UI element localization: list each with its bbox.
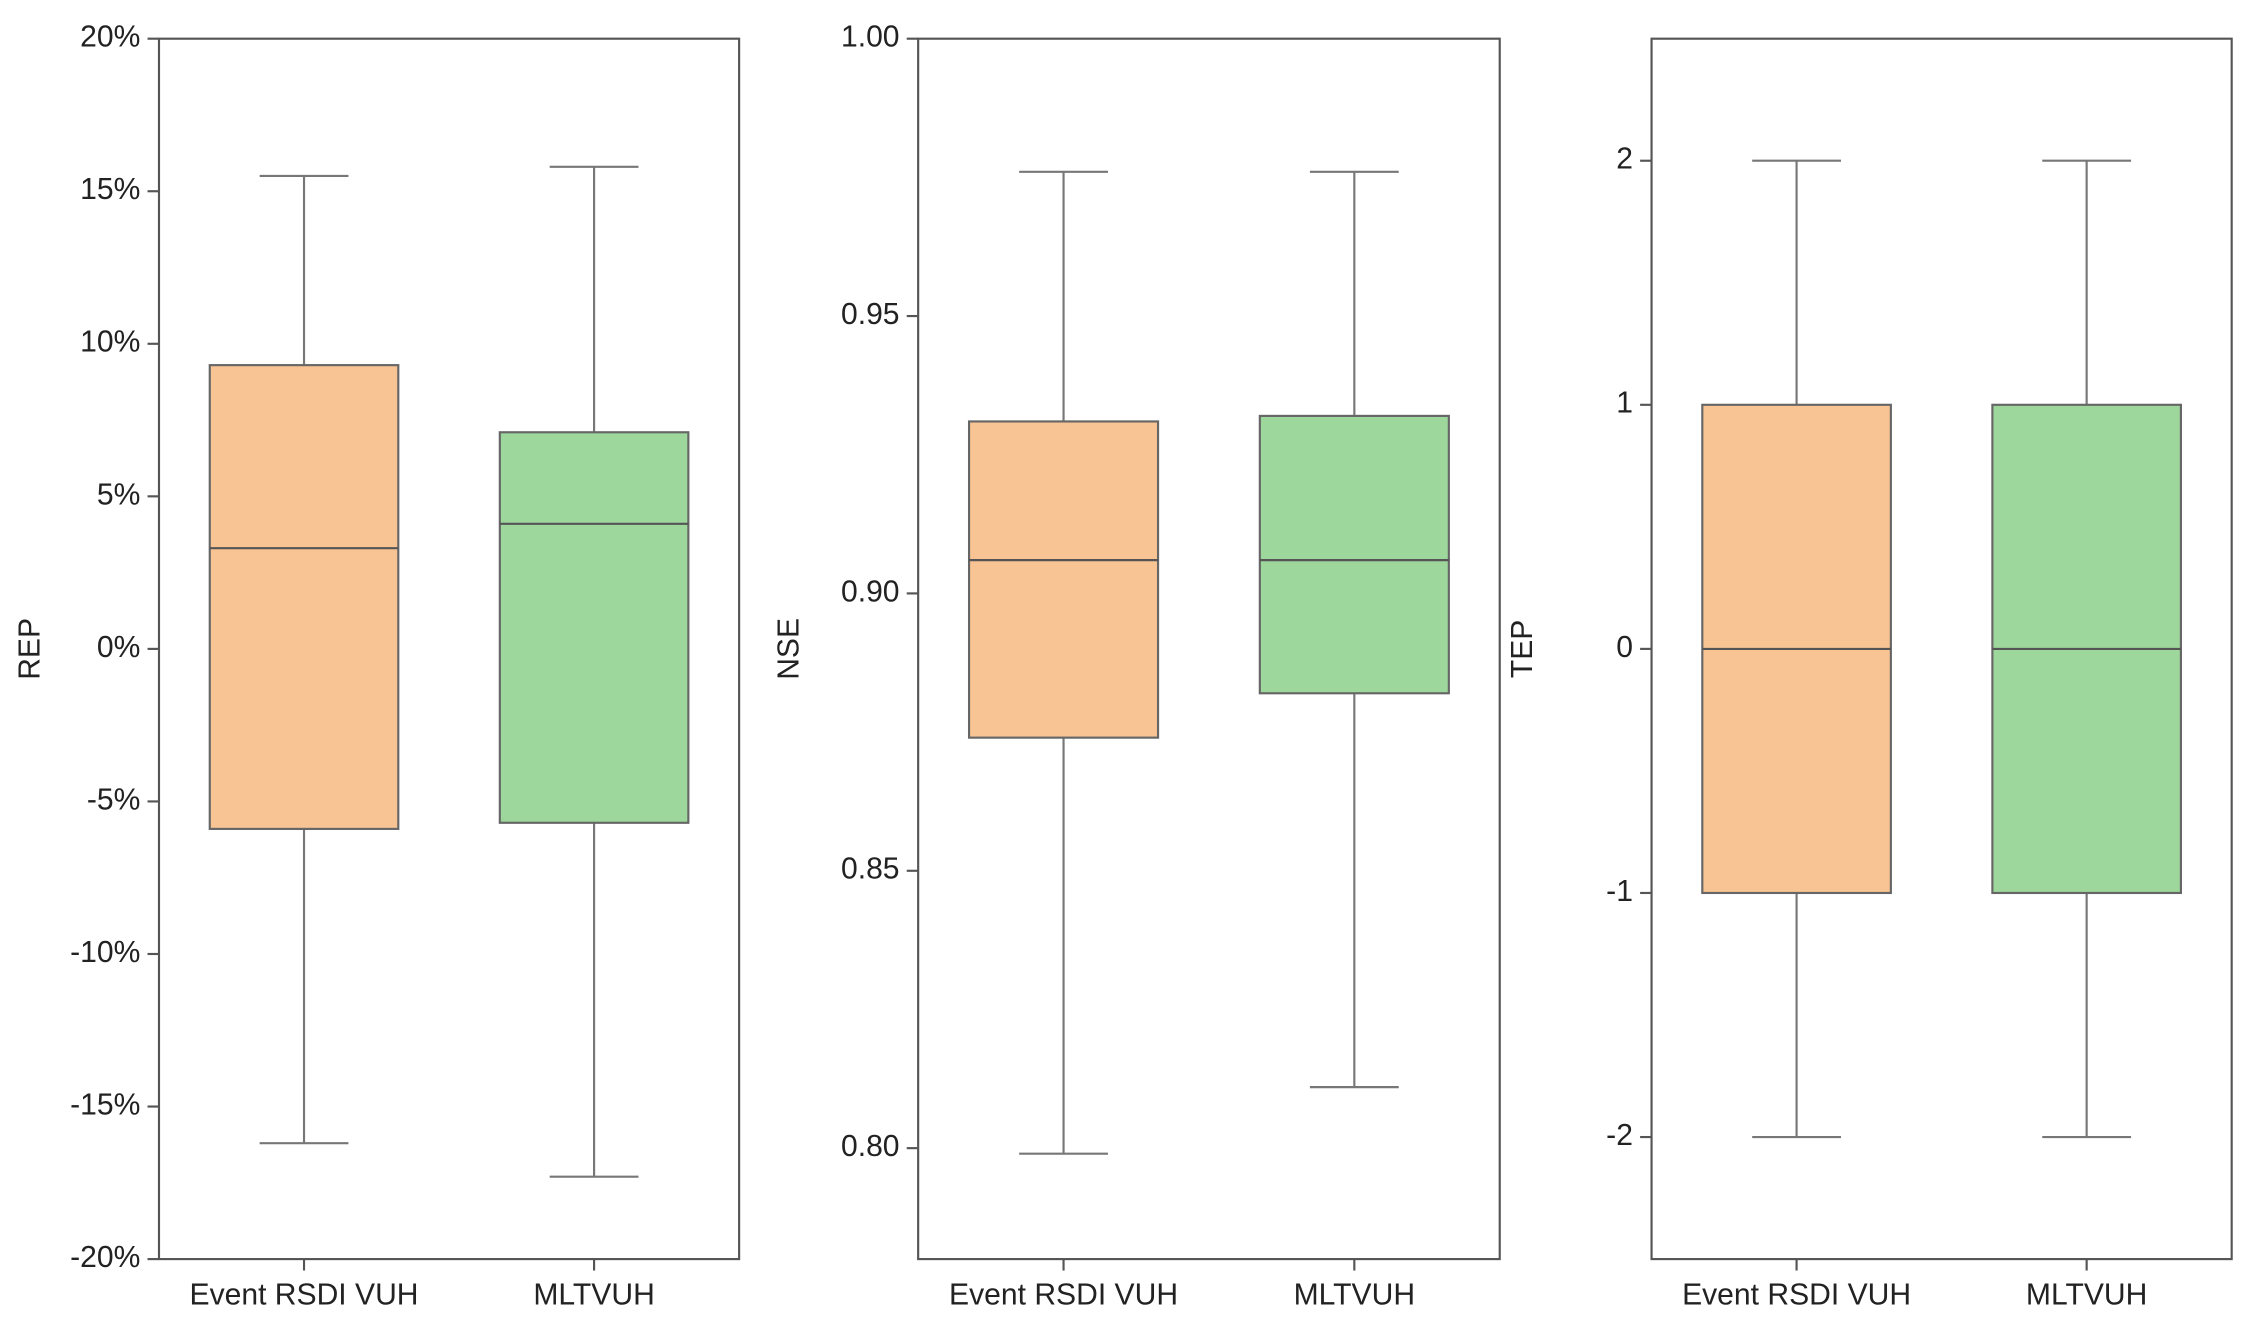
y-tick-label: 5%: [97, 478, 140, 511]
y-tick-label: 20%: [80, 21, 140, 54]
y-axis-label: NSE: [773, 618, 806, 680]
y-tick-label: 2: [1616, 143, 1633, 176]
box: [967, 420, 1160, 739]
y-tick-label: 0.95: [841, 298, 900, 331]
y-tick-label: 0.90: [841, 575, 900, 608]
box: [208, 364, 400, 830]
x-tick-label: MLTVUH: [533, 1278, 654, 1311]
y-tick-label: 1: [1616, 387, 1633, 420]
y-tick-label: 0: [1616, 631, 1633, 664]
x-tick-label: MLTVUH: [2026, 1278, 2147, 1311]
y-tick-label: -15%: [70, 1088, 140, 1121]
y-tick-label: 0.85: [841, 853, 900, 886]
x-tick-label: Event RSDI VUH: [949, 1278, 1178, 1311]
y-tick-label: -1: [1606, 875, 1633, 908]
box: [1258, 414, 1450, 695]
x-tick-label: MLTVUH: [1294, 1278, 1415, 1311]
y-axis-label: TEP: [1506, 620, 1539, 679]
y-axis-label: REP: [13, 618, 46, 680]
y-tick-label: -5%: [87, 783, 141, 816]
y-tick-label: -2: [1606, 1119, 1633, 1152]
y-tick-label: 10%: [80, 326, 140, 359]
y-tick-label: 15%: [80, 173, 140, 206]
y-tick-label: 0%: [97, 631, 140, 664]
y-tick-label: -10%: [70, 936, 140, 969]
x-tick-label: Event RSDI VUH: [1682, 1278, 1911, 1311]
y-tick-label: 0.80: [841, 1130, 900, 1163]
x-tick-label: Event RSDI VUH: [190, 1278, 419, 1311]
y-tick-label: -20%: [70, 1241, 140, 1274]
y-tick-label: 1.00: [841, 21, 900, 54]
box: [498, 431, 690, 824]
plot-frame: [917, 37, 1501, 1261]
